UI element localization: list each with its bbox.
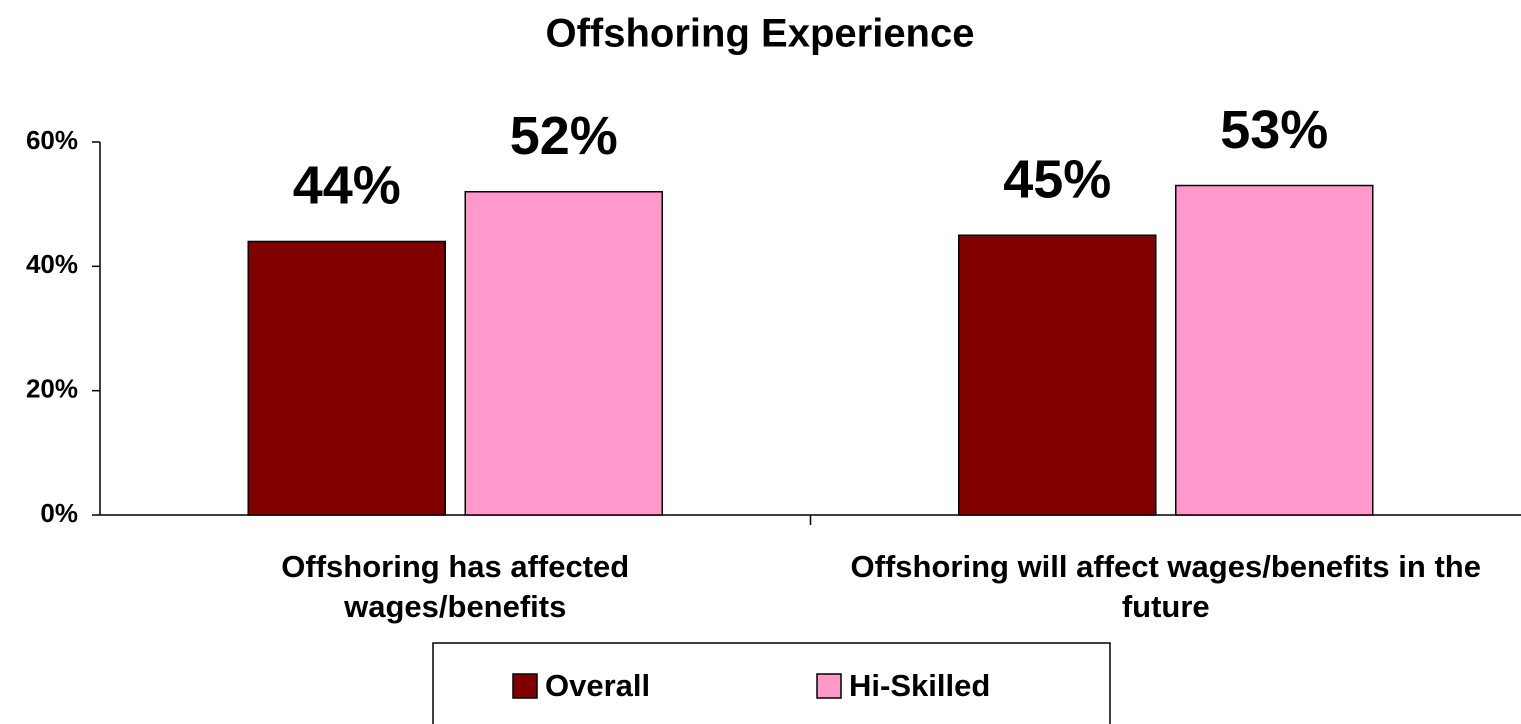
y-tick-label: 40% (26, 249, 78, 279)
bar (1175, 184, 1374, 516)
legend-swatch (512, 673, 538, 699)
legend (432, 642, 1111, 724)
x-tick-label: Offshoring has affected wages/benefits (281, 549, 630, 624)
legend-swatch (816, 673, 842, 699)
bar (464, 190, 663, 516)
y-tick-label: 60% (26, 125, 78, 155)
bar (958, 234, 1157, 516)
data-label: 52% (510, 106, 618, 166)
y-tick-label: 0% (40, 498, 78, 528)
chart-title: Offshoring Experience (546, 12, 975, 56)
legend-label: Hi-Skilled (849, 668, 990, 703)
data-label: 44% (293, 156, 401, 216)
y-tick-label: 20% (26, 374, 78, 404)
x-tick-label: Offshoring will affect wages/benefits in… (850, 549, 1481, 624)
bar (247, 240, 446, 516)
data-label: 53% (1220, 100, 1328, 160)
legend-label: Overall (545, 668, 650, 703)
data-label: 45% (1003, 150, 1111, 210)
